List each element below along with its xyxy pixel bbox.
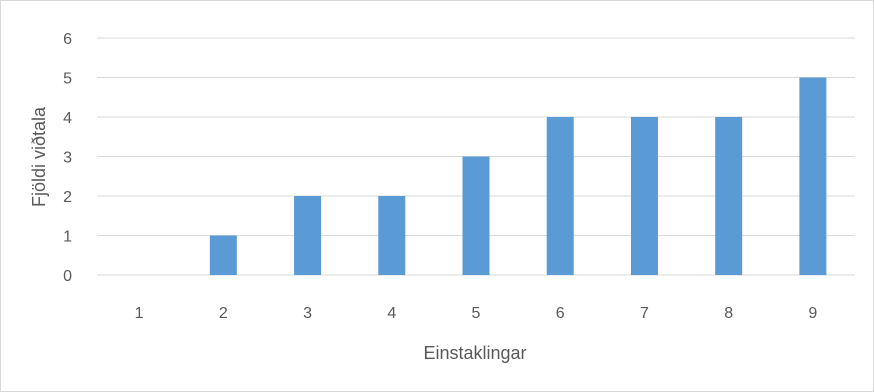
bar-4 bbox=[378, 196, 406, 275]
y-axis-title: Fjöldi viðtala bbox=[29, 106, 49, 207]
y-tick-label: 1 bbox=[63, 229, 72, 246]
y-tick-label: 0 bbox=[63, 268, 72, 285]
x-axis-title: Einstaklingar bbox=[423, 343, 526, 363]
x-tick-label: 1 bbox=[135, 305, 144, 322]
bar-3 bbox=[294, 196, 322, 275]
bar-9 bbox=[799, 77, 827, 275]
bar-2 bbox=[209, 235, 237, 275]
bars bbox=[209, 77, 827, 275]
x-tick-label: 4 bbox=[387, 305, 396, 322]
x-tick-label: 7 bbox=[640, 305, 649, 322]
y-tick-label: 3 bbox=[63, 150, 72, 167]
x-tick-label: 3 bbox=[303, 305, 312, 322]
x-tick-label: 2 bbox=[219, 305, 228, 322]
x-tick-label: 9 bbox=[808, 305, 817, 322]
y-tick-label: 4 bbox=[63, 110, 72, 127]
bar-7 bbox=[630, 117, 658, 275]
bar-5 bbox=[462, 156, 490, 275]
x-tick-label: 8 bbox=[724, 305, 733, 322]
x-tick-label: 6 bbox=[556, 305, 565, 322]
y-tick-label: 5 bbox=[63, 71, 72, 88]
y-tick-label: 2 bbox=[63, 189, 72, 206]
x-tick-label: 5 bbox=[472, 305, 481, 322]
y-tick-label: 6 bbox=[63, 31, 72, 48]
y-tick-labels: 0 1 2 3 4 5 6 bbox=[63, 31, 72, 285]
bar-8 bbox=[715, 117, 743, 275]
x-tick-labels: 1 2 3 4 5 6 7 8 9 bbox=[135, 305, 818, 322]
bar-6 bbox=[546, 117, 574, 275]
